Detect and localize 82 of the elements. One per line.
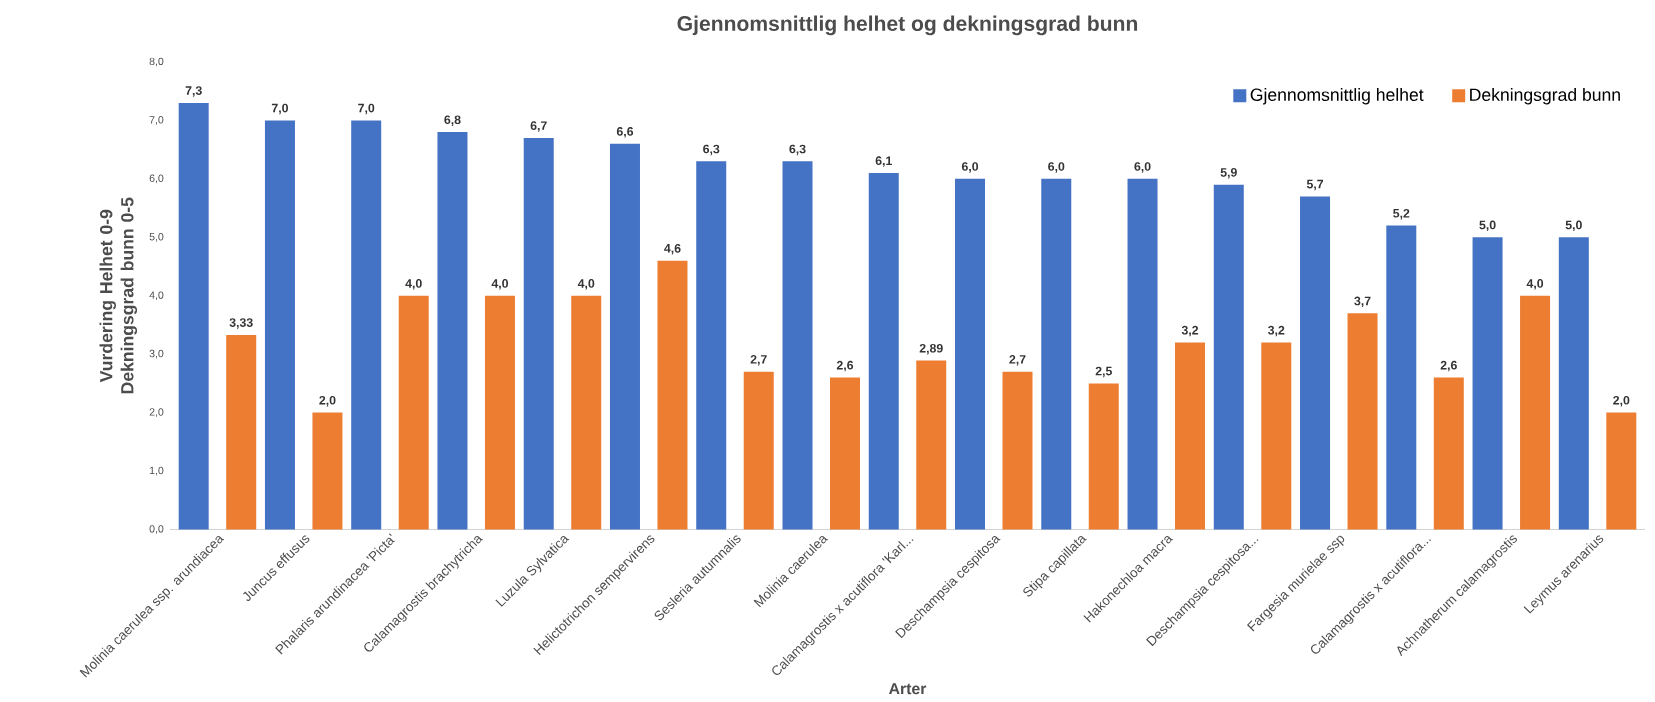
data-label: 4,0 <box>577 279 595 290</box>
data-label: 2,7 <box>1009 355 1026 366</box>
x-axis-title: Arter <box>888 683 927 695</box>
data-label: 4,0 <box>1526 279 1544 290</box>
data-label: 2,7 <box>750 355 767 366</box>
data-label: 4,0 <box>491 279 509 290</box>
bar <box>1127 178 1158 530</box>
bar <box>312 412 343 530</box>
bar <box>1433 377 1464 530</box>
y-tick-label: 4,0 <box>149 291 164 301</box>
bar <box>743 371 774 530</box>
bar <box>1300 196 1331 530</box>
bar <box>1558 237 1589 530</box>
y-tick-label: 5,0 <box>149 232 164 242</box>
data-label: 6,6 <box>616 127 634 138</box>
bar <box>571 295 602 530</box>
y-tick-label: 3,0 <box>149 349 164 359</box>
bar <box>1472 237 1503 530</box>
bar <box>398 295 429 530</box>
data-label: 2,0 <box>319 395 336 407</box>
data-label: 5,2 <box>1393 208 1410 220</box>
bar <box>1261 342 1292 530</box>
data-label: 7,0 <box>271 103 288 115</box>
data-label: 6,8 <box>444 115 461 126</box>
y-tick-label: 2,0 <box>149 408 164 417</box>
bar <box>1520 295 1551 530</box>
data-label: 2,6 <box>836 360 854 372</box>
bar <box>696 161 727 530</box>
data-label: 2,5 <box>1095 366 1112 378</box>
y-tick-label: 1,0 <box>149 466 164 476</box>
bar <box>1002 371 1033 530</box>
data-label: 2,89 <box>919 343 943 355</box>
data-label: 2,0 <box>1613 395 1630 407</box>
data-label: 5,0 <box>1565 220 1582 232</box>
bar <box>264 120 295 530</box>
bar <box>609 143 640 530</box>
bar <box>1088 383 1119 530</box>
y-tick-label: 6,0 <box>149 174 164 184</box>
data-label: 5,7 <box>1306 179 1324 191</box>
bar <box>1041 178 1072 530</box>
data-label: 6,3 <box>789 144 806 156</box>
bar <box>437 132 468 530</box>
data-label: 2,6 <box>1440 360 1457 372</box>
y-tick-label: 8,0 <box>149 57 164 67</box>
legend-label: Gjennomsnittlig helhet <box>1250 88 1424 105</box>
bar <box>1606 412 1637 530</box>
data-label: 6,1 <box>875 156 892 167</box>
data-label: 5,0 <box>1479 220 1496 232</box>
bar <box>1347 313 1378 530</box>
bar <box>1386 225 1417 530</box>
data-label: 7,0 <box>358 103 375 115</box>
bar <box>868 173 899 530</box>
data-label: 6,0 <box>1134 162 1151 173</box>
bar <box>178 102 209 530</box>
y-tick-label: 0,0 <box>149 525 164 534</box>
bar <box>226 334 257 530</box>
data-label: 6,7 <box>530 121 547 132</box>
data-label: 6,0 <box>961 162 979 173</box>
data-label: 3,2 <box>1181 325 1199 337</box>
bar <box>1175 342 1206 530</box>
data-label: 7,3 <box>185 86 202 97</box>
bar <box>1213 184 1244 530</box>
data-label: 4,6 <box>664 244 681 255</box>
bar <box>782 161 813 530</box>
y-axis-title: Vurdering Helhet 0-9 Dekningsgrad bunn 0-5 <box>99 197 138 394</box>
bar <box>484 295 515 530</box>
bar <box>955 178 986 530</box>
data-label: 4,0 <box>405 279 422 290</box>
data-label: 3,7 <box>1354 296 1371 308</box>
chart-title: Gjennomsnittlig helhet og dekningsgrad bunn <box>677 15 1138 36</box>
bar <box>657 260 688 530</box>
legend-label: Dekningsgrad bunn <box>1470 88 1620 105</box>
bar <box>830 377 860 530</box>
y-tick-label: 7,0 <box>149 116 164 125</box>
data-label: 6,0 <box>1048 162 1065 173</box>
data-label: 3,2 <box>1268 325 1285 337</box>
data-label: 3,33 <box>229 318 253 329</box>
data-label: 5,9 <box>1220 168 1237 179</box>
bar <box>916 360 947 530</box>
bar <box>351 120 382 530</box>
data-label: 6,3 <box>703 144 720 156</box>
bar <box>523 137 554 530</box>
